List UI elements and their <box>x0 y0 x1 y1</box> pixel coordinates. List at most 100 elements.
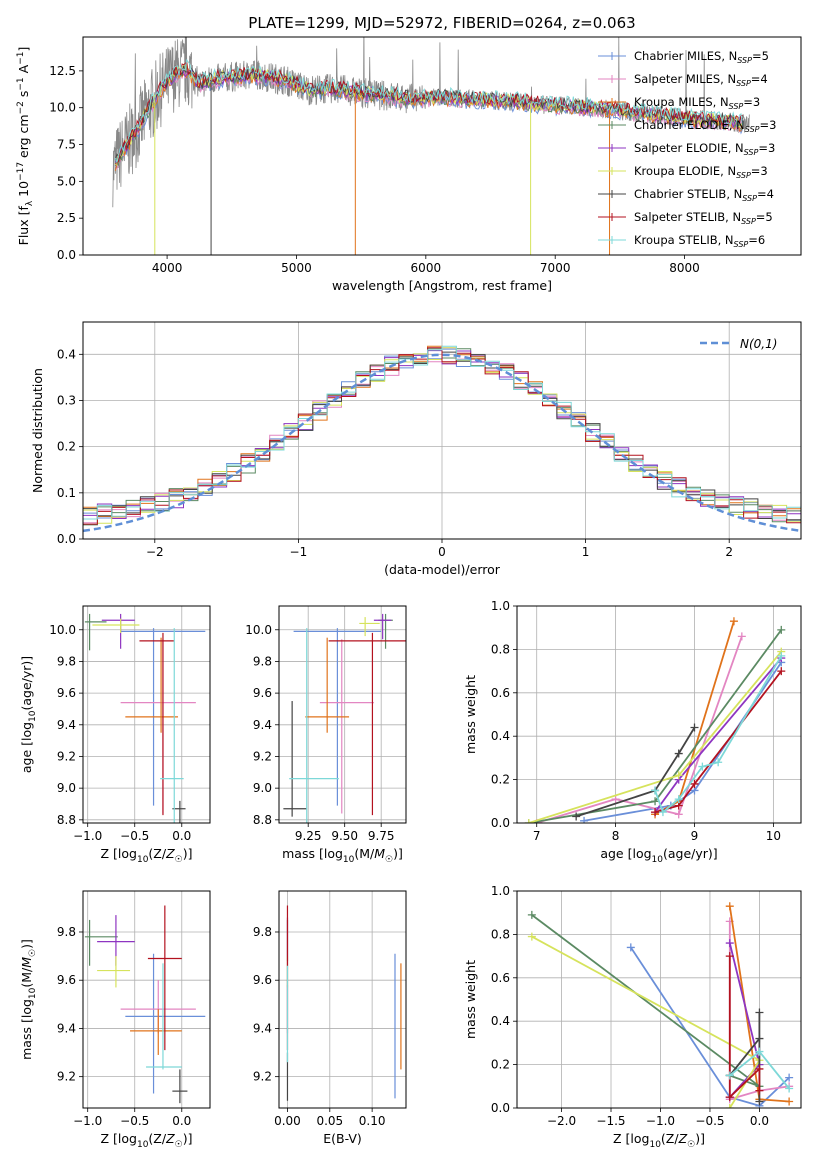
mass-vs-metallicity-panel: −1.0 −0.5 0.0 9.2 9.4 9.6 9.8 Z [log10(Z/Z☉)] ma… <box>19 890 211 1150</box>
data-point-marker <box>626 943 635 952</box>
data-point-marker <box>737 632 746 641</box>
errorbar-plot-area <box>283 613 406 823</box>
x-tick-label: 5000 <box>281 261 312 275</box>
data-point-marker <box>698 762 707 771</box>
y-tick-label: 9.6 <box>253 686 272 700</box>
errorbar-point <box>139 632 175 816</box>
y-tick-label: 9.4 <box>253 718 272 732</box>
mass-weight-series-line <box>654 670 783 813</box>
x-tick-label: 7 <box>533 829 541 843</box>
data-point-marker <box>725 1071 734 1080</box>
mass-weight-vs-age-panel: 7 8 9 10 0.0 0.2 0.4 0.6 0.8 1.0 age [log10(age/yr… <box>463 599 802 865</box>
legend-label: Salpeter ELODIE, NSSP=3 <box>634 141 775 157</box>
age-vs-metallicity-panel: −1.0 −0.5 0.0 8.8 9.0 9.2 9.4 9.6 9.8 10.0 Z [log1… <box>19 605 211 865</box>
y-tick-label: 1.0 <box>491 884 510 898</box>
y-tick-label: 1.0 <box>491 599 510 613</box>
x-tick-label: 0.0 <box>750 1114 769 1128</box>
errorbar-point <box>359 617 380 637</box>
legend-label: Chabrier ELODIE, NSSP=3 <box>634 118 776 134</box>
x-tick-label: −1.0 <box>646 1114 675 1128</box>
data-point-marker <box>690 779 699 788</box>
y-tick-label: 0.4 <box>491 729 510 743</box>
y-tick-label: 9.4 <box>57 1021 76 1035</box>
y-tick-label: 10.0 <box>49 101 76 115</box>
errorbar-point <box>84 919 118 966</box>
y-tick-label: 10.0 <box>49 623 76 637</box>
data-point-marker <box>651 808 660 817</box>
y-tick-label: 0.0 <box>491 816 510 830</box>
x-tick-label: −1.0 <box>73 829 102 843</box>
y-axis-label: Normed distribution <box>30 368 45 493</box>
x-tick-label: −1 <box>290 545 308 559</box>
legend-label: Kroupa MILES, NSSP=3 <box>634 95 760 111</box>
data-point-marker <box>725 1093 734 1102</box>
data-point-marker <box>674 771 683 780</box>
data-point-marker <box>755 1008 764 1017</box>
legend: Chabrier MILES, NSSP=5 Salpeter MILES, NS… <box>598 49 776 249</box>
y-tick-label: 9.2 <box>57 1070 76 1084</box>
data-point-marker <box>674 749 683 758</box>
data-point-marker <box>755 1064 764 1073</box>
errorbar-plot-area <box>84 905 206 1104</box>
mass-vs-extinction-panel: 0.00 0.05 0.10 9.2 9.4 9.6 9.8 E(B-V) <box>253 890 407 1146</box>
data-point-marker <box>714 758 723 767</box>
figure-title: PLATE=1299, MJD=52972, FIBERID=0264, z=0… <box>248 14 635 32</box>
y-tick-label: 9.8 <box>253 925 272 939</box>
x-tick-label: 4000 <box>152 261 183 275</box>
x-tick-label: 0.0 <box>172 829 191 843</box>
y-tick-label: 0.2 <box>491 773 510 787</box>
y-tick-label: 0.4 <box>57 347 76 361</box>
axes-frame <box>82 36 802 256</box>
mass-weight-vs-metallicity-panel: −2.0 −1.5 −1.0 −0.5 0.0 0.0 0.2 0.4 0.6 0.8 1.0 Z [… <box>463 884 802 1150</box>
data-point-marker <box>725 939 734 948</box>
y-tick-label: 7.5 <box>57 138 76 152</box>
errorbar-point <box>305 637 350 733</box>
data-point-marker <box>690 723 699 732</box>
data-point-marker <box>755 1034 764 1043</box>
data-point-marker <box>785 1084 794 1093</box>
mass-weight-series-line <box>528 651 782 823</box>
y-tick-label: 9.2 <box>253 1070 272 1084</box>
mass-weight-series-line <box>729 1012 761 1102</box>
age-vs-mass-panel: 9.25 9.50 9.75 8.8 9.0 9.2 9.4 9.6 9.8 10.0 mass [… <box>245 605 407 865</box>
y-tick-label: 9.2 <box>57 749 76 763</box>
errorbar-point <box>97 956 131 988</box>
y-tick-label: 9.8 <box>57 654 76 668</box>
x-tick-label: 8 <box>612 829 620 843</box>
axes-frame <box>278 890 407 1109</box>
line-plot-area <box>527 902 794 1108</box>
errorbar-plot-area <box>286 905 402 1101</box>
data-point-marker <box>725 952 734 961</box>
x-tick-label: −0.5 <box>120 829 149 843</box>
y-tick-label: 0.8 <box>491 642 510 656</box>
x-tick-label: 1 <box>582 545 590 559</box>
data-point-marker <box>785 1073 794 1082</box>
legend-label: Chabrier STELIB, NSSP=4 <box>634 187 774 203</box>
mass-weight-series-line <box>728 956 761 1100</box>
y-tick-label: 0.2 <box>57 440 76 454</box>
x-tick-label: −2.0 <box>547 1114 576 1128</box>
data-point-marker <box>580 816 589 823</box>
legend-label: Kroupa STELIB, NSSP=6 <box>634 233 765 249</box>
data-point-marker <box>755 1047 764 1056</box>
y-tick-label: 9.4 <box>253 1021 272 1035</box>
data-point-marker <box>729 617 738 626</box>
x-tick-label: 10 <box>766 829 781 843</box>
errorbar-point <box>328 632 406 816</box>
mass-weight-series-line <box>531 914 760 1088</box>
x-tick-label: 9.75 <box>368 829 395 843</box>
mass-weight-series-line <box>531 935 761 1108</box>
errorbar-point <box>160 628 184 823</box>
data-point-marker <box>524 819 533 823</box>
x-tick-label: 0.10 <box>359 1114 386 1128</box>
line-plot-area <box>524 617 786 823</box>
y-tick-label: 9.6 <box>57 973 76 987</box>
errorbar-point <box>373 613 392 640</box>
data-point-marker <box>611 795 620 804</box>
errorbar-point <box>84 613 107 651</box>
y-tick-label: 12.5 <box>49 64 76 78</box>
errorbar-point <box>92 618 140 633</box>
y-tick-label: 9.8 <box>57 925 76 939</box>
x-tick-label: −2 <box>146 545 164 559</box>
